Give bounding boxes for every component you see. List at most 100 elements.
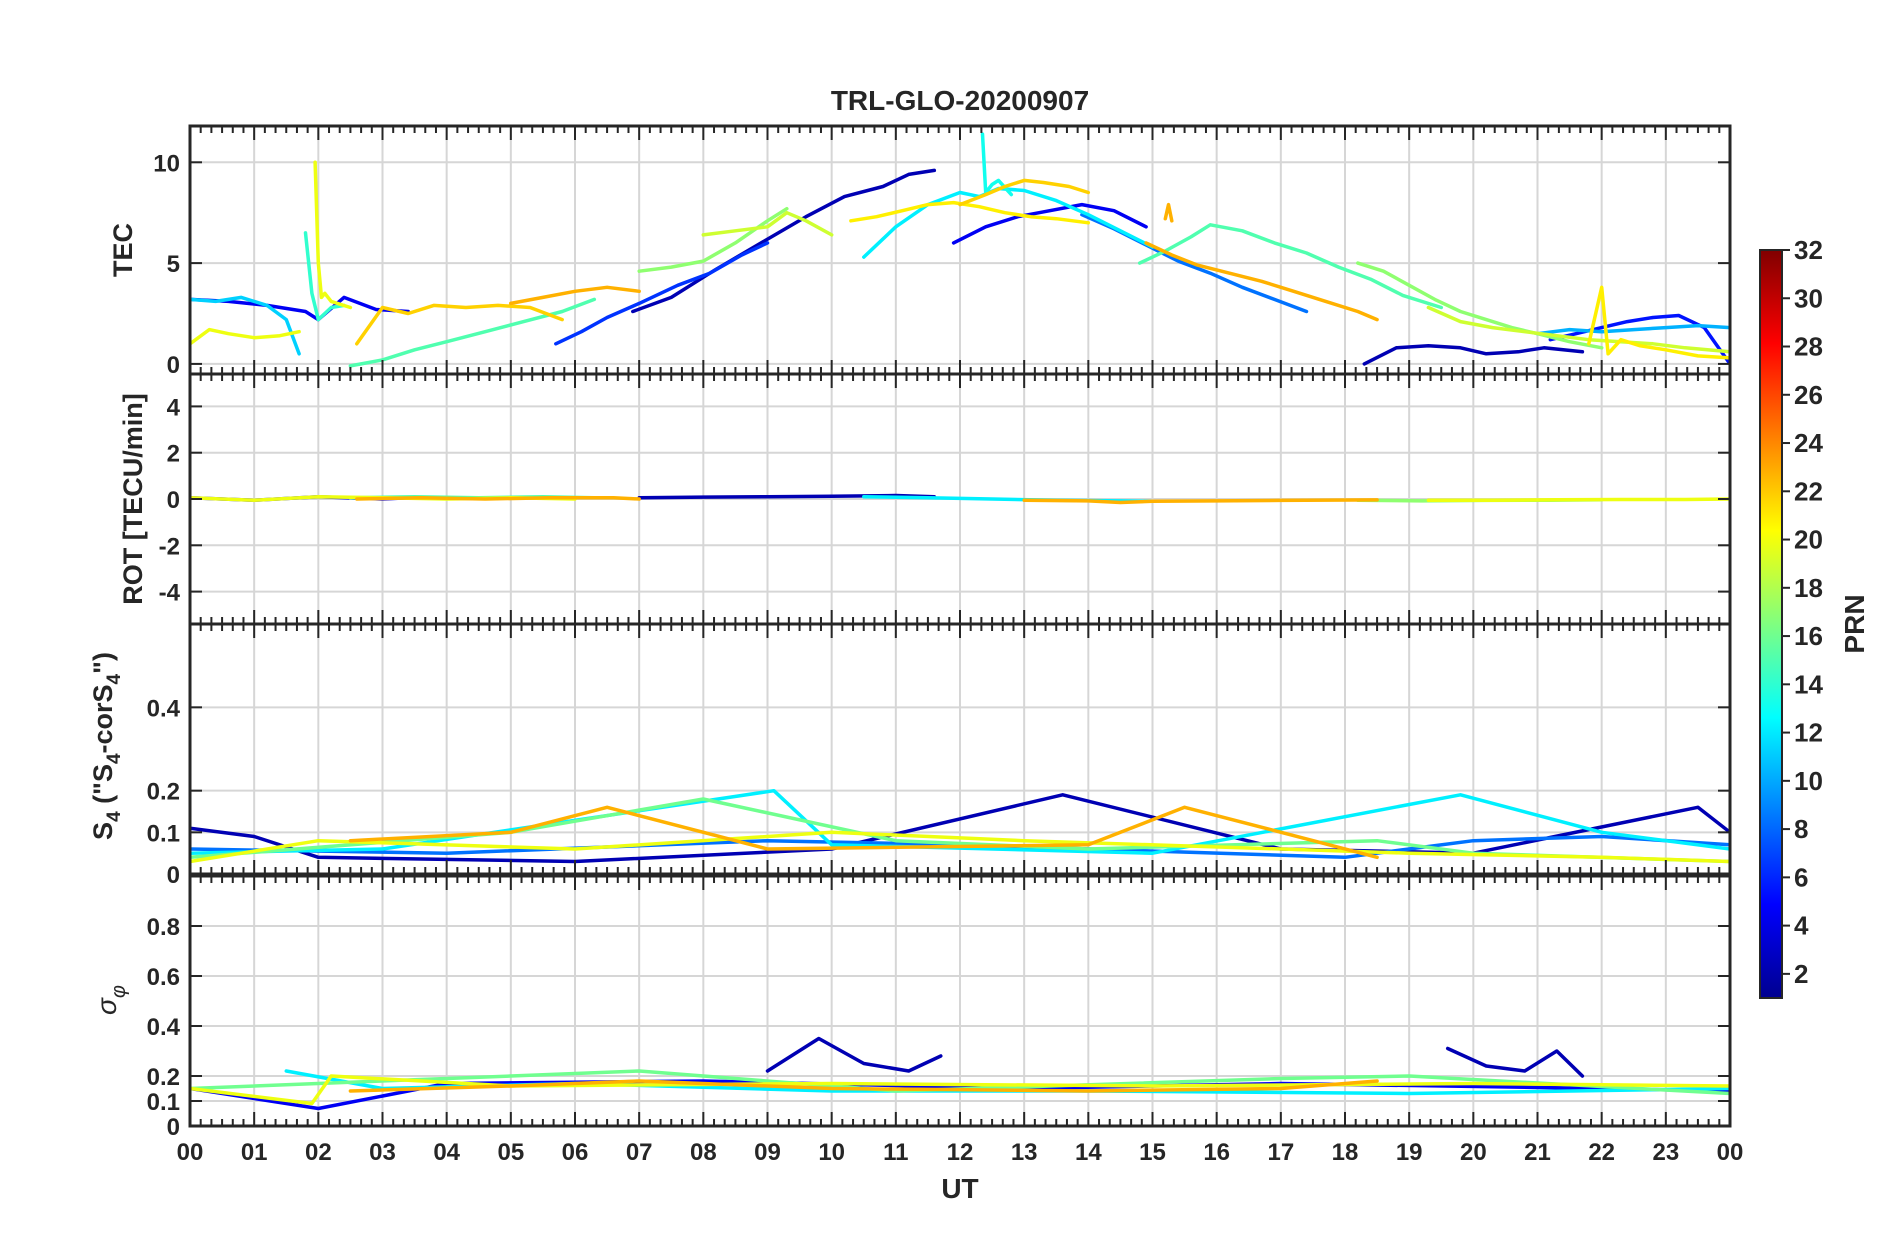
s4-ticks: 0 0.1 0.2 0.4 [147,624,1731,889]
rot-ytick-label: -2 [159,533,180,560]
colorbar-tick-label: 2 [1794,959,1808,989]
series-line [190,327,301,346]
x-tick-label: 20 [1460,1139,1487,1166]
colorbar-tick-label: 10 [1794,766,1823,796]
x-tick-label: 16 [1203,1139,1230,1166]
sigma_phi-ytick-label: 0.4 [147,1014,181,1041]
series-line [190,1069,1730,1096]
tec-ytick-label: 5 [167,251,180,278]
s4-ytick-label: 0.4 [147,695,181,722]
x-tick-label: 13 [1011,1139,1038,1166]
x-tick-label: 19 [1396,1139,1423,1166]
sigma_phi-ytick-label: 0.8 [147,914,180,941]
sigma-phi-ylabel: σφ [91,985,130,1015]
x-tick-label: 04 [433,1139,460,1166]
series-line [765,1036,943,1073]
rot-ytick-label: 0 [167,487,180,514]
x-tick-label: 00 [177,1139,204,1166]
series-line [631,168,937,314]
series-line [509,285,641,306]
colorbar-tick-label: 22 [1794,476,1823,506]
x-tick-label: 18 [1332,1139,1359,1166]
x-tick-label: 15 [1139,1139,1166,1166]
series-line [1144,241,1379,322]
series-line [190,295,410,322]
colorbar-tick-label: 8 [1794,814,1808,844]
series-line [1137,223,1444,310]
series-line [1426,497,1730,502]
series-line [303,231,346,322]
colorbar-tick-label: 30 [1794,283,1823,313]
colorbar-tick-label: 26 [1794,380,1823,410]
tec-series [190,132,1730,368]
x-tick-label: 22 [1588,1139,1615,1166]
colorbar-tick-label: 16 [1794,621,1823,651]
x-tick-label: 02 [305,1139,332,1166]
series-line [1022,498,1379,505]
panel-tec: 0 5 10 [153,124,1732,379]
tec-ylabel: TEC [108,223,138,277]
series-line [1535,323,1730,336]
sigma_phi-ytick-label: 0.2 [147,1064,180,1091]
colorbar-tick-label: 28 [1794,332,1823,362]
x-tick-label: 10 [818,1139,845,1166]
x-tick-label: 12 [947,1139,974,1166]
series-line [190,834,1730,860]
x-tick-label: 21 [1524,1139,1551,1166]
series-line [313,160,353,310]
series-line [348,805,1379,860]
x-tick-label: 01 [241,1139,268,1166]
rot-ytick-label: -4 [159,580,181,607]
sigma_phi-ytick-label: 0 [167,1114,180,1141]
x-tick-label: 05 [497,1139,524,1166]
panel-s4: 0 0.1 0.2 0.4 [147,622,1732,889]
colorbar-tick-label: 6 [1794,862,1808,892]
s4-ytick-label: 0.1 [147,820,180,847]
x-tick-label: 23 [1652,1139,1679,1166]
series-line [849,200,1091,225]
rot-ytick-label: 4 [167,394,181,421]
s4-ytick-label: 0 [167,862,180,889]
x-tick-labels: 00 01 02 03 04 05 06 07 08 09 10 11 12 13 14 15 16 17 18 19… [177,1139,1744,1166]
colorbar-label: PRN [1839,594,1870,653]
series-line [355,303,564,346]
sigma_phi-ytick-label: 0.6 [147,964,180,991]
x-tick-label: 11 [883,1139,908,1166]
s4-series [190,788,1730,864]
series-line [190,788,1730,855]
colorbar-tick-label: 18 [1794,573,1823,603]
x-axis-label: UT [941,1173,978,1204]
series-line [1587,285,1730,360]
series-line [348,1079,1379,1093]
sigma-phi-series [190,1036,1730,1111]
x-tick-label: 09 [754,1139,781,1166]
x-tick-label: 14 [1075,1139,1102,1166]
x-tick-label: 00 [1717,1139,1744,1166]
x-tick-label: 17 [1267,1139,1294,1166]
colorbar-tick-label: 12 [1794,718,1823,748]
tec-ytick-label: 0 [167,352,180,379]
series-line [355,496,641,501]
series-line [701,210,834,237]
tec-ytick-label: 10 [153,150,180,177]
colorbar-tick-label: 32 [1794,235,1823,265]
series-line [951,202,1148,245]
x-tick-label: 06 [562,1139,589,1166]
series-line [1163,202,1174,223]
series-line [348,297,597,368]
colorbar-tick-label: 14 [1794,669,1823,699]
series-line [554,241,770,346]
series-line [637,206,789,273]
series-line [190,830,1730,864]
sigma_phi-ytick-label: 0.1 [147,1089,180,1116]
rot-ylabel: ROT [TECU/min] [118,393,148,604]
colorbar-tick-label: 20 [1794,525,1823,555]
colorbar-tick-label: 24 [1794,428,1823,458]
series-line [1426,305,1730,354]
s4-ylabel: S4 ("S4-corS4") [88,652,125,840]
chart-title: TRL-GLO-20200907 [831,85,1089,116]
x-tick-label: 03 [369,1139,396,1166]
